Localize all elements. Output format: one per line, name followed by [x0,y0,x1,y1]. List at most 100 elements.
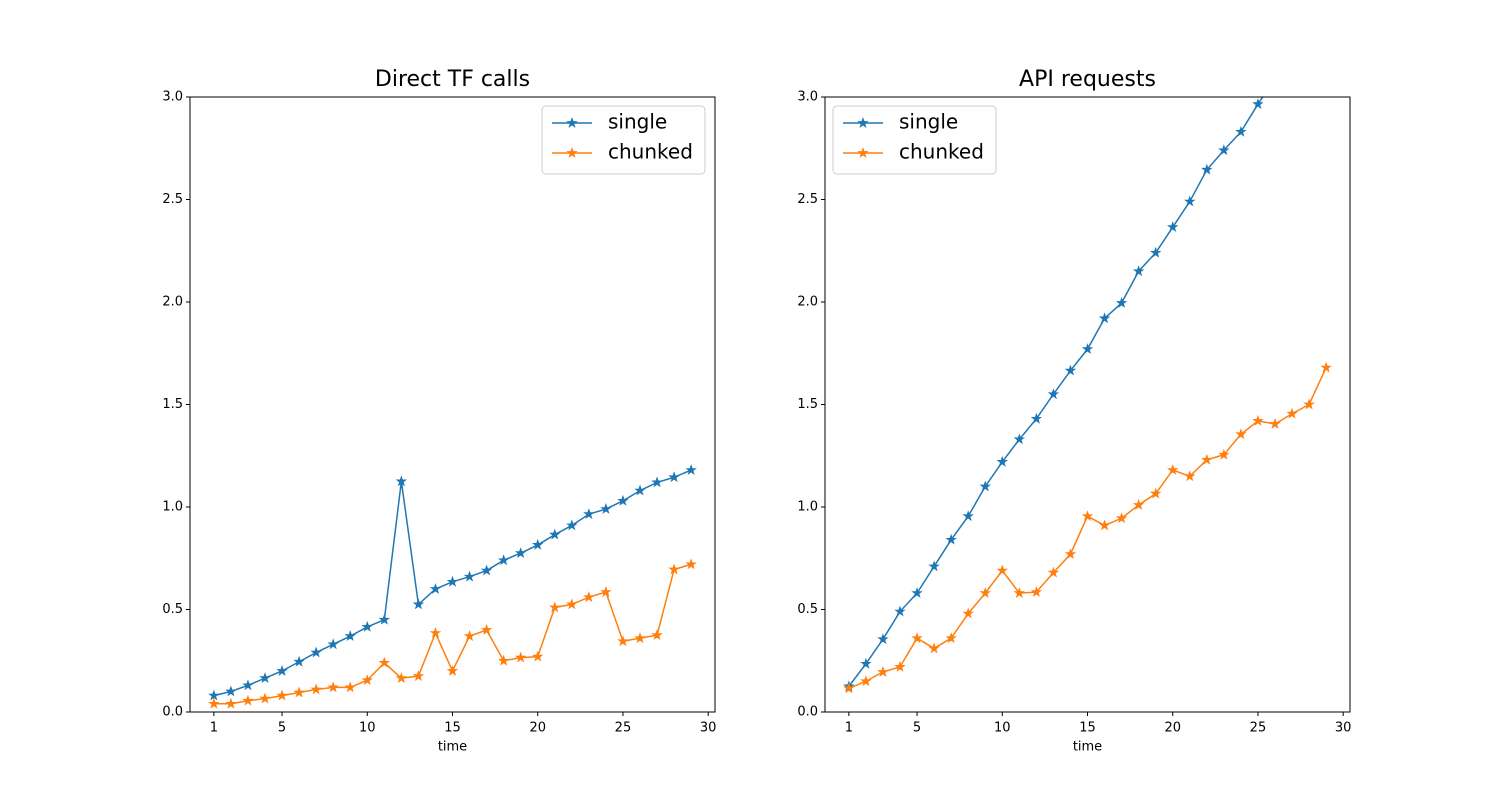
point-marker [412,598,425,610]
point-marker [685,558,697,570]
point-marker [1132,265,1145,277]
point-marker [497,554,510,566]
point-marker [429,582,442,594]
point-marker [1098,519,1111,531]
point-marker [1303,398,1315,410]
point-marker [259,692,271,704]
point-marker [446,664,459,676]
point-marker [651,476,663,488]
point-marker [668,471,680,483]
point-marker [928,642,940,654]
point-marker [378,613,391,625]
point-marker [1166,221,1179,233]
x-tick-label: 20 [529,721,546,736]
point-marker [634,632,646,644]
point-marker [344,681,356,693]
plot-area [843,2,1332,694]
point-marker [361,620,374,632]
x-tick-label: 5 [278,721,286,736]
point-marker [549,601,561,613]
point-marker [395,475,408,487]
point-marker [1064,548,1077,560]
point-marker [1013,433,1026,445]
point-marker [1013,587,1026,598]
x-tick-label: 5 [913,721,921,736]
point-marker [1149,487,1162,499]
y-tick-label: 0.5 [797,602,818,617]
point-marker [843,682,855,694]
point-marker [532,650,544,662]
x-tick-label: 1 [210,721,218,736]
point-marker [1030,412,1043,424]
point-marker [945,533,957,545]
point-marker [293,686,305,698]
point-marker [928,560,940,572]
chart-title: API requests [1019,67,1156,92]
point-marker [1322,2,1331,10]
point-marker [600,586,612,597]
point-marker [583,508,595,520]
point-marker [259,672,271,684]
point-marker [242,679,254,691]
y-tick-label: 0.0 [162,705,183,720]
point-marker [894,605,906,617]
point-marker [1201,453,1213,465]
point-marker [497,654,510,666]
point-marker [1064,364,1077,376]
point-marker [1115,296,1128,308]
y-tick-label: 1.5 [162,397,183,412]
point-marker [911,632,923,644]
point-marker [583,591,595,603]
legend-marker [857,116,869,128]
point-marker [463,630,476,642]
point-marker [685,464,697,475]
point-marker [1184,470,1196,482]
point-marker [945,632,957,644]
y-tick-label: 3.0 [797,90,818,105]
point-marker [1252,414,1264,426]
x-tick-label: 10 [994,721,1011,736]
point-marker [225,685,237,697]
point-marker [480,564,493,576]
point-marker [514,547,527,559]
point-marker [668,563,680,575]
y-tick-label: 2.0 [797,295,818,310]
axes-frame [189,96,716,713]
point-marker [860,675,872,687]
point-marker [1201,163,1213,175]
point-marker [344,630,356,642]
point-marker [310,683,322,695]
series-line [848,367,1327,690]
point-marker [1081,343,1094,355]
x-tick-label: 10 [359,721,376,736]
point-marker [600,503,612,514]
point-marker [860,657,872,669]
y-tick-label: 1.0 [797,500,818,515]
x-axis-label: time [438,740,467,755]
point-marker [412,670,425,682]
point-marker [1167,464,1179,475]
point-marker [1149,246,1162,258]
point-marker [1286,407,1298,419]
point-marker [208,697,220,709]
x-tick-label: 30 [700,721,717,736]
point-marker [310,646,322,658]
point-marker [446,575,459,587]
y-tick-label: 2.5 [162,192,183,207]
point-marker [877,665,889,677]
point-marker [979,480,991,492]
point-marker [1235,428,1247,440]
point-marker [1184,195,1196,207]
y-tick-label: 0.5 [162,602,183,617]
point-marker [208,689,220,701]
point-marker [1288,52,1297,60]
point-marker [225,697,237,709]
point-marker [276,689,288,701]
point-marker [395,672,408,684]
x-tick-label: 30 [1335,721,1352,736]
series-line [213,563,692,705]
chart-title: Direct TF calls [375,67,530,92]
point-marker [1115,512,1128,524]
x-tick-label: 1 [845,721,853,736]
